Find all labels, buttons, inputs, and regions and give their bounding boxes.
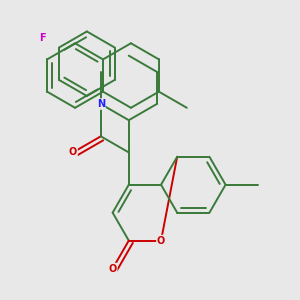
Text: F: F (39, 33, 46, 43)
Text: O: O (109, 263, 117, 274)
Text: N: N (97, 99, 105, 109)
Text: O: O (69, 148, 77, 158)
Text: O: O (157, 236, 165, 246)
